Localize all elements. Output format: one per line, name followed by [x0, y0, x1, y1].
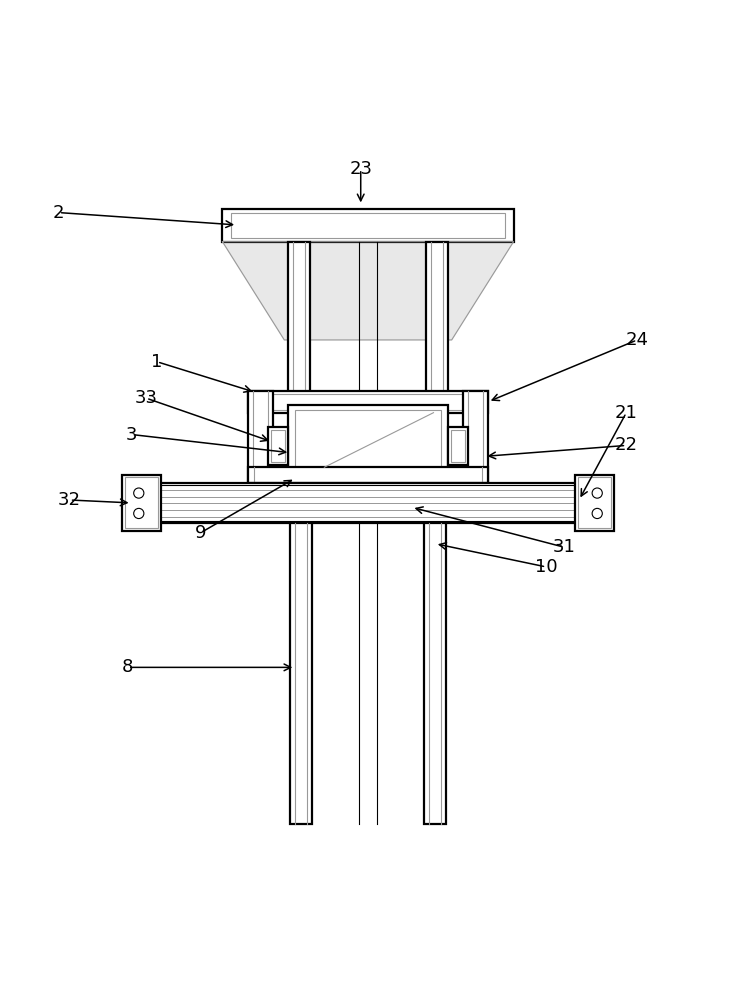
Text: 32: 32	[58, 491, 81, 509]
Text: 3: 3	[126, 426, 137, 444]
Bar	[272, 430, 285, 462]
Bar	[424, 523, 446, 824]
Bar	[231, 213, 505, 238]
Text: 23: 23	[349, 160, 372, 178]
Bar	[222, 209, 514, 242]
Bar	[288, 405, 448, 471]
Bar	[143, 483, 593, 523]
Text: 31: 31	[553, 538, 576, 556]
Bar	[125, 477, 158, 528]
Bar	[269, 427, 288, 465]
Text: 33: 33	[135, 389, 158, 407]
Text: 24: 24	[626, 331, 648, 349]
Bar	[451, 430, 464, 462]
Text: 8: 8	[122, 658, 133, 676]
Text: 2: 2	[53, 204, 65, 222]
Text: 22: 22	[615, 436, 638, 454]
Bar	[290, 523, 312, 824]
Bar	[248, 391, 488, 413]
Text: 1: 1	[152, 353, 163, 371]
Bar	[463, 391, 488, 482]
Bar	[288, 242, 310, 413]
Bar	[295, 410, 441, 467]
Bar	[578, 477, 611, 528]
Text: 10: 10	[535, 558, 558, 576]
Bar	[254, 394, 482, 410]
Bar	[576, 475, 614, 531]
Polygon shape	[222, 242, 514, 340]
Text: 21: 21	[615, 404, 638, 422]
Bar	[248, 391, 273, 482]
Bar	[448, 427, 467, 465]
Text: 9: 9	[195, 524, 206, 542]
Bar	[426, 242, 448, 413]
Bar	[248, 467, 488, 483]
Bar	[122, 475, 160, 531]
